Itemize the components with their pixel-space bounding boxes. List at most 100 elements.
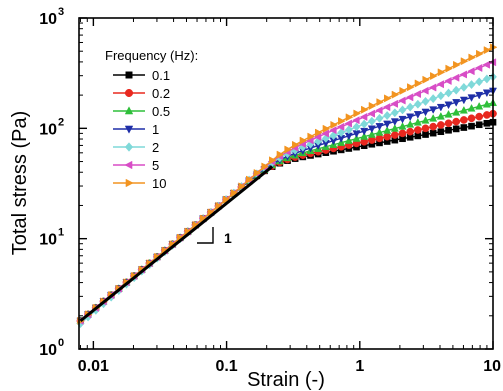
- data-point: [429, 94, 438, 104]
- data-point: [467, 80, 476, 90]
- data-point: [321, 129, 329, 138]
- y-tick-label: 10 2: [39, 116, 64, 138]
- data-point: [338, 117, 346, 126]
- data-point: [459, 82, 468, 92]
- legend-entry-0_5: 0.5: [113, 104, 170, 119]
- data-point: [421, 108, 430, 117]
- data-point: [375, 113, 384, 123]
- data-point: [436, 80, 444, 89]
- data-point: [307, 132, 316, 141]
- y-tick-exponent: 0: [58, 337, 64, 349]
- x-tick-label: 1: [355, 358, 364, 375]
- data-point: [475, 101, 484, 110]
- data-point: [453, 60, 461, 69]
- data-point: [368, 101, 377, 110]
- data-point: [376, 98, 385, 107]
- data-point: [299, 136, 308, 145]
- legend-entry-0_2: 0.2: [113, 86, 170, 101]
- data-point: [375, 134, 384, 143]
- legend-label: 2: [152, 140, 159, 155]
- data-point: [413, 126, 422, 134]
- data-point: [344, 119, 352, 128]
- data-point: [407, 83, 415, 92]
- data-point: [398, 129, 407, 138]
- data-point: [475, 121, 483, 129]
- data-point: [467, 67, 475, 76]
- data-point: [344, 125, 353, 135]
- data-point: [276, 150, 285, 159]
- data-point: [452, 117, 461, 126]
- data-point: [390, 124, 399, 132]
- y-tick-base: 10: [39, 232, 57, 249]
- data-point: [337, 128, 346, 138]
- data-point: [361, 105, 369, 114]
- x-axis-title: Strain (-): [247, 369, 325, 391]
- data-point: [467, 103, 476, 112]
- y-tick-exponent: 1: [58, 227, 64, 239]
- series-line: [80, 61, 494, 322]
- slope-label: 1: [224, 230, 232, 246]
- data-point: [315, 128, 323, 137]
- data-point: [398, 105, 407, 115]
- data-point: [367, 130, 376, 138]
- x-tick-label: 0.01: [78, 358, 109, 375]
- data-point: [360, 132, 369, 140]
- data-point: [482, 89, 491, 98]
- data-point: [398, 115, 407, 124]
- data-point: [459, 70, 467, 79]
- data-point: [445, 64, 454, 73]
- data-point: [353, 109, 362, 118]
- data-point: [467, 114, 476, 123]
- data-point: [476, 49, 484, 58]
- data-point: [467, 94, 476, 102]
- data-point: [352, 122, 361, 132]
- series-10-hz: [77, 43, 498, 325]
- data-series-layer: [75, 43, 498, 329]
- data-point: [422, 131, 429, 138]
- legend-marker: [124, 125, 134, 134]
- legend-entry-1: 1: [113, 122, 159, 137]
- data-point: [382, 103, 391, 112]
- data-point: [345, 113, 354, 122]
- data-point: [421, 116, 430, 124]
- series-line: [80, 76, 494, 325]
- data-point: [468, 53, 477, 62]
- legend-label: 0.2: [152, 86, 170, 101]
- data-point: [405, 93, 414, 102]
- data-point: [406, 113, 415, 122]
- data-point: [261, 162, 269, 171]
- slope-annotation: 1: [197, 227, 232, 246]
- data-point: [391, 90, 400, 99]
- plot-frame: [78, 17, 494, 350]
- data-point: [451, 73, 460, 82]
- x-tick-label: 0.1: [215, 358, 237, 375]
- data-point: [413, 111, 422, 119]
- data-point: [360, 119, 369, 129]
- data-point: [384, 94, 392, 103]
- data-point: [436, 112, 445, 120]
- y-tick-base: 10: [39, 11, 57, 28]
- data-point: [444, 76, 452, 86]
- data-point: [428, 83, 437, 92]
- data-point: [444, 109, 453, 118]
- data-point: [246, 175, 254, 184]
- data-point: [421, 86, 429, 95]
- legend-marker: [125, 71, 133, 79]
- legend-label: 10: [152, 176, 166, 191]
- data-point: [413, 99, 422, 109]
- data-point: [352, 116, 360, 125]
- data-point: [429, 113, 438, 122]
- data-point: [475, 77, 484, 87]
- data-point: [475, 112, 484, 121]
- legend: Frequency (Hz): 0.1 0.2 0.5 1 2 5 10: [105, 48, 198, 191]
- data-point: [437, 128, 445, 136]
- data-point: [238, 182, 246, 191]
- data-point: [452, 99, 461, 107]
- y-axis-title: Total stress (Pa): [9, 111, 31, 255]
- data-point: [444, 119, 453, 128]
- data-point: [429, 129, 437, 137]
- y-tick-label: 10 1: [39, 227, 64, 249]
- data-point: [383, 111, 392, 121]
